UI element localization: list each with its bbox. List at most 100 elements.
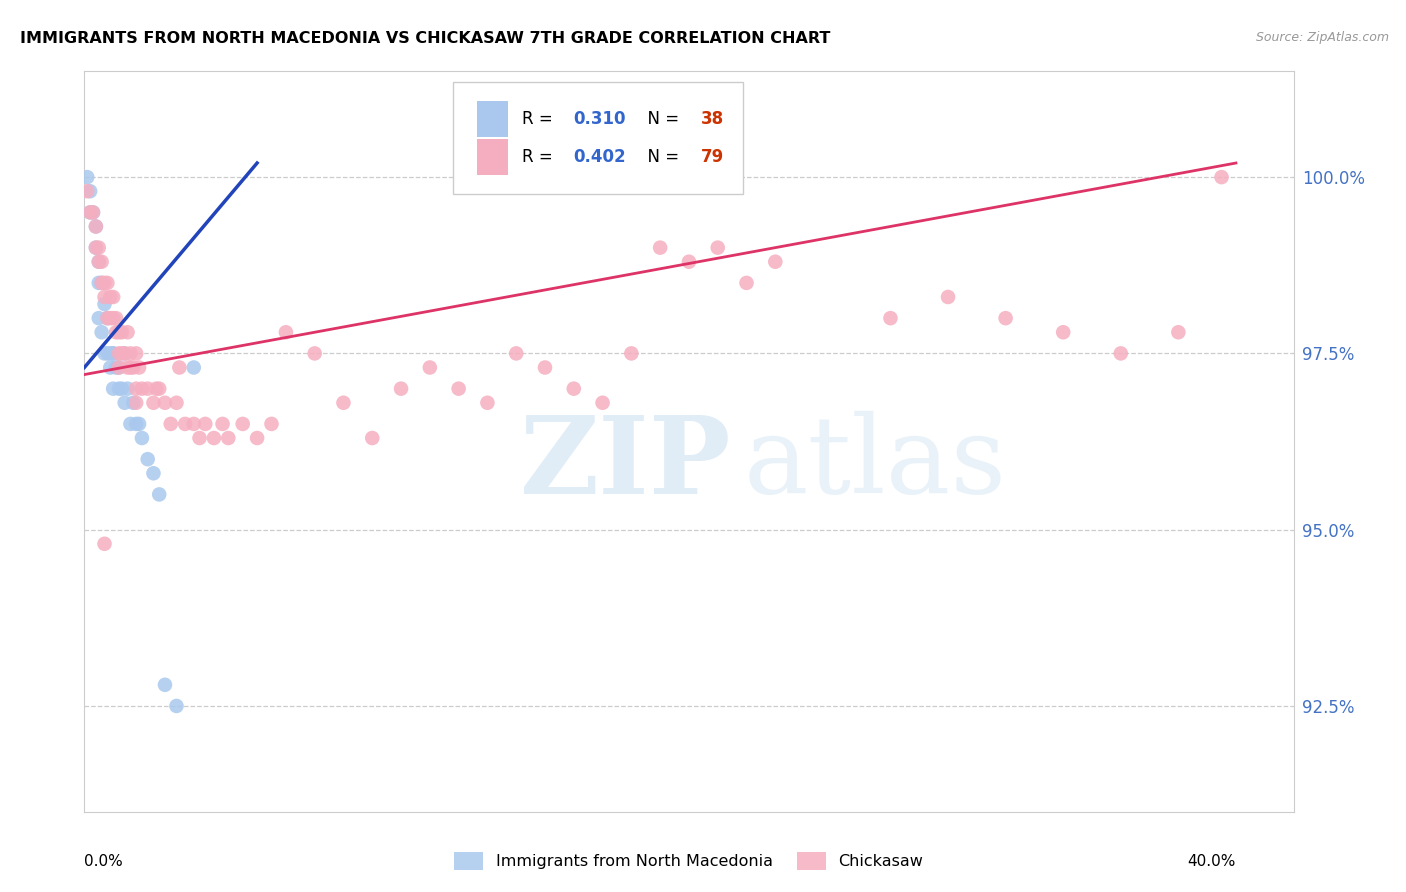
Point [136,382,159,396]
Point [145,382,167,396]
Point [114,346,136,360]
Point [217,431,239,445]
Point [96,311,118,326]
Point [153,396,176,410]
Point [125,396,148,410]
Point [232,417,254,431]
Point [79,184,101,198]
Text: 38: 38 [702,110,724,128]
Text: R =: R = [522,148,558,166]
Point [84,241,107,255]
Point [108,325,131,339]
Point [108,382,131,396]
Point [117,360,139,375]
Point [122,396,145,410]
FancyBboxPatch shape [478,139,508,175]
Point [534,360,557,375]
Point [1109,346,1132,360]
Point [114,396,136,410]
Point [125,346,148,360]
Point [101,346,124,360]
Point [260,417,283,431]
Text: 0.402: 0.402 [572,148,626,166]
Text: N =: N = [637,110,685,128]
Point [87,241,110,255]
Point [108,346,131,360]
Point [98,290,121,304]
Point [93,297,115,311]
Point [174,417,197,431]
Text: atlas: atlas [744,411,1007,516]
Point [763,254,786,268]
Point [101,290,124,304]
Text: R =: R = [522,110,558,128]
Point [101,382,124,396]
Point [93,290,115,304]
Point [90,276,112,290]
Point [202,431,225,445]
Point [128,360,150,375]
Point [76,184,98,198]
Point [166,396,188,410]
Point [183,360,205,375]
Point [1211,170,1233,185]
Point [650,241,672,255]
Point [117,382,139,396]
Point [620,346,643,360]
Point [142,396,165,410]
Point [101,346,124,360]
Point [98,311,121,326]
Point [114,346,136,360]
Point [131,431,153,445]
Point [125,417,148,431]
Point [120,360,142,375]
Point [211,417,233,431]
Point [153,678,176,692]
Point [90,325,112,339]
Point [879,311,901,326]
Text: Source: ZipAtlas.com: Source: ZipAtlas.com [1256,31,1389,45]
Legend: Immigrants from North Macedonia, Chickasaw: Immigrants from North Macedonia, Chickas… [454,852,924,871]
Point [447,382,470,396]
Point [79,205,101,219]
Point [96,346,118,360]
Text: N =: N = [637,148,685,166]
Point [87,254,110,268]
Text: ZIP: ZIP [520,410,731,516]
Point [105,360,128,375]
Point [82,205,104,219]
Point [148,382,170,396]
Point [87,311,110,326]
Point [87,254,110,268]
Point [562,382,585,396]
Point [111,346,134,360]
Point [128,417,150,431]
Point [84,241,107,255]
Point [98,360,121,375]
Point [592,396,614,410]
Point [505,346,527,360]
Point [159,417,181,431]
Point [148,487,170,501]
Point [194,417,217,431]
Point [111,382,134,396]
Point [76,170,98,185]
Point [125,382,148,396]
Point [93,276,115,290]
Point [96,276,118,290]
Point [93,537,115,551]
Point [706,241,728,255]
Point [93,346,115,360]
Point [936,290,959,304]
Point [246,431,269,445]
Text: 0.0%: 0.0% [84,854,124,869]
Point [87,276,110,290]
Point [274,325,297,339]
Point [735,276,758,290]
Point [96,311,118,326]
Point [117,325,139,339]
FancyBboxPatch shape [478,101,508,136]
Point [120,346,142,360]
FancyBboxPatch shape [453,82,744,194]
Point [122,360,145,375]
